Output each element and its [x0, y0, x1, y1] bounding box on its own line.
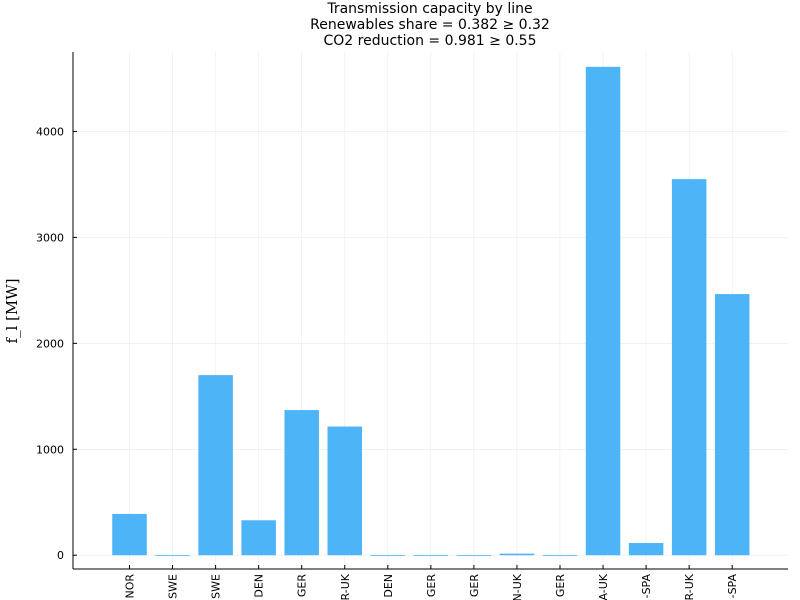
y-tick-label: 3000: [36, 231, 64, 244]
x-tick-label: SWE: [167, 574, 180, 599]
chart-title-line-3: CO2 reduction = 0.981 ≥ 0.55: [323, 33, 536, 49]
x-tick-label: GER: [296, 574, 309, 597]
bar: [456, 555, 492, 557]
x-tick-label: R-UK: [339, 573, 352, 600]
x-tick-label: A-UK: [597, 573, 610, 600]
chart-title: Transmission capacity by line Renewables…: [310, 1, 550, 49]
bar: [542, 555, 578, 557]
y-tick-label: 1000: [36, 443, 64, 456]
bar: [585, 66, 621, 556]
x-tick-label: R-UK: [683, 573, 696, 600]
x-tick-label: GER: [468, 574, 481, 597]
x-tick-label: -SPA: [640, 574, 653, 599]
x-tick-label: SWE: [210, 574, 223, 599]
bar: [327, 426, 362, 556]
x-tick-label: GER: [554, 574, 567, 597]
bar: [714, 294, 750, 556]
bar: [155, 555, 190, 557]
y-tick-label: 0: [57, 549, 64, 562]
y-tick-label: 2000: [36, 337, 64, 350]
bar: [198, 375, 233, 556]
bar: [499, 553, 535, 556]
bar: [413, 555, 449, 557]
bar: [284, 410, 319, 556]
chart-title-line-2: Renewables share = 0.382 ≥ 0.32: [310, 17, 550, 33]
x-tick-label: NOR: [124, 574, 137, 599]
chart-title-line-1: Transmission capacity by line: [326, 1, 532, 17]
bar: [671, 179, 707, 556]
bar: [628, 543, 664, 556]
x-tick-label: N-UK: [511, 573, 524, 600]
x-tick-label: DEN: [253, 574, 266, 598]
bar: [241, 520, 276, 556]
bar: [112, 513, 147, 556]
y-tick-label: 4000: [36, 125, 64, 138]
y-tick-labels: 0 1000 2000 3000 4000: [36, 125, 77, 562]
y-axis-label: f_l [MW]: [3, 278, 21, 343]
x-tick-labels: NOR SWE SWE DEN GER R-UK DEN GER GER N-UK GER A-UK -…: [124, 565, 739, 600]
x-tick-label: DEN: [382, 574, 395, 598]
bar: [370, 555, 406, 557]
x-tick-label: -SPA: [726, 574, 739, 599]
bars: [112, 66, 750, 557]
x-tick-label: GER: [425, 574, 438, 597]
